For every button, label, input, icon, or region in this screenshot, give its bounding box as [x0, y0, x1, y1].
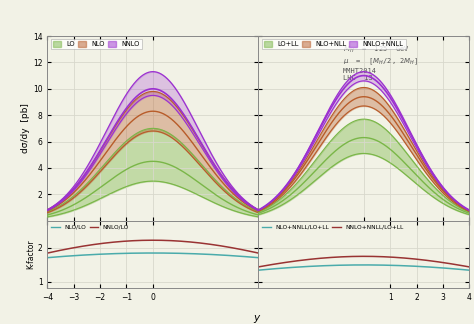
Y-axis label: K-factor: K-factor [26, 240, 35, 269]
Y-axis label: dσ/dy  [pb]: dσ/dy [pb] [21, 103, 30, 153]
Text: $M_H$  =  125  GeV
$\mu$  =  [$M_H$/2, 2$M_H$]
MMHT2014
LHC  13: $M_H$ = 125 GeV $\mu$ = [$M_H$/2, 2$M_H$… [343, 45, 418, 81]
Legend: NLO+NNLL/LO+LL, NNLO+NNLL/LO+LL: NLO+NNLL/LO+LL, NNLO+NNLL/LO+LL [261, 224, 405, 231]
Legend: NLO/LO, NNLO/LO: NLO/LO, NNLO/LO [50, 224, 130, 231]
Legend: LO+LL, NLO+NLL, NNLO+NNLL: LO+LL, NLO+NLL, NNLO+NNLL [262, 40, 406, 50]
Legend: LO, NLO, NNLO: LO, NLO, NNLO [51, 40, 142, 50]
Text: y: y [253, 313, 259, 323]
